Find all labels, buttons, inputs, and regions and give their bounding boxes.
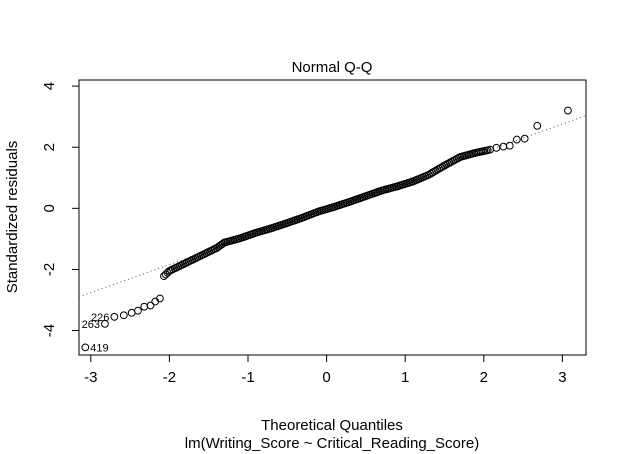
qq-reference-line bbox=[78, 115, 587, 298]
x-tick-label: 1 bbox=[401, 369, 409, 386]
data-point bbox=[127, 308, 136, 317]
point-label: 419 bbox=[90, 342, 108, 354]
y-axis-label: Standardized residuals bbox=[4, 141, 21, 294]
data-point bbox=[520, 134, 529, 143]
data-point bbox=[156, 294, 164, 303]
data-point bbox=[505, 141, 514, 150]
x-tick-label: 0 bbox=[322, 369, 330, 386]
reference-line bbox=[78, 115, 587, 298]
x-tick-label: -1 bbox=[241, 369, 254, 386]
x-tick-label: -3 bbox=[84, 369, 97, 386]
y-tick-label: 4 bbox=[41, 82, 58, 90]
x-tick-label: 2 bbox=[480, 369, 488, 386]
y-tick-label: 0 bbox=[41, 204, 58, 212]
data-point bbox=[140, 302, 149, 311]
data-point bbox=[499, 142, 508, 151]
x-tick-label: 3 bbox=[558, 369, 566, 386]
chart-subtitle: lm(Writing_Score ~ Critical_Reading_Scor… bbox=[185, 435, 479, 452]
chart-title: Normal Q-Q bbox=[292, 59, 373, 76]
data-point bbox=[512, 135, 521, 144]
data-point bbox=[146, 301, 155, 310]
point-label: 226 bbox=[91, 312, 109, 324]
data-point bbox=[533, 121, 542, 130]
data-point bbox=[119, 311, 128, 320]
x-tick-label: -2 bbox=[163, 369, 176, 386]
data-points bbox=[81, 106, 572, 352]
x-axis-label: Theoretical Quantiles bbox=[261, 417, 403, 434]
y-tick-label: -2 bbox=[41, 263, 58, 276]
data-point bbox=[483, 146, 492, 155]
data-point bbox=[101, 319, 109, 328]
data-point bbox=[492, 143, 501, 152]
y-tick-label: 2 bbox=[41, 143, 58, 151]
data-point bbox=[81, 343, 90, 352]
data-point bbox=[564, 106, 572, 115]
y-tick-label: -4 bbox=[41, 324, 58, 337]
data-point bbox=[110, 312, 119, 321]
y-axis: -4 -2 0 2 4 bbox=[41, 82, 80, 337]
point-label: 263 bbox=[82, 319, 100, 331]
data-point bbox=[134, 306, 142, 315]
data-point bbox=[454, 154, 463, 162]
plot-frame bbox=[78, 79, 587, 356]
x-axis: -3 -2 -1 0 1 2 3 bbox=[84, 354, 567, 386]
